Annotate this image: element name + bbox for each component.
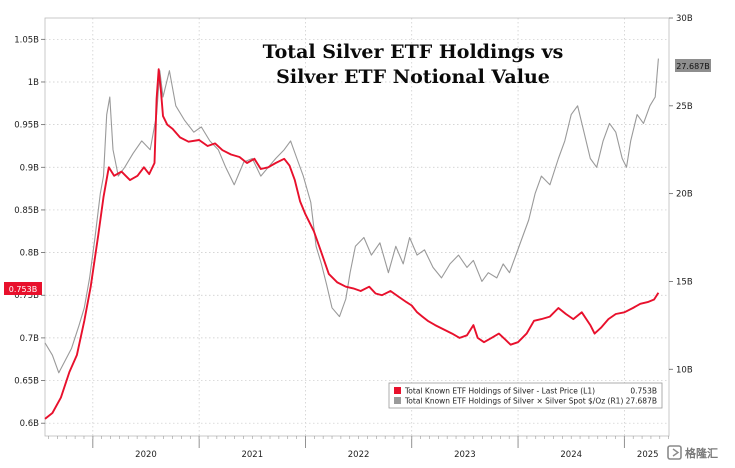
legend: Total Known ETF Holdings of Silver - Las… xyxy=(388,382,663,409)
legend-label-notional: Total Known ETF Holdings of Silver × Sil… xyxy=(404,397,623,406)
series-line-holdings xyxy=(44,68,660,420)
x-tick-label: 2021 xyxy=(241,450,263,460)
left-tick-label: 0.8B xyxy=(20,249,40,259)
x-tick-label: 2022 xyxy=(348,450,370,460)
plot-frame xyxy=(44,17,670,437)
last-value-left-tag xyxy=(4,282,42,295)
watermark-logo-icon xyxy=(667,445,682,460)
last-value-left: 0.753B xyxy=(4,282,42,295)
left-tick-label: 0.65B xyxy=(14,377,39,387)
x-tick-label: 2025 xyxy=(637,450,659,460)
left-tick-label: 1B xyxy=(28,78,39,88)
last-value-right-tag xyxy=(675,59,711,72)
x-tick-label: 2024 xyxy=(560,450,582,460)
left-tick-label: 0.95B xyxy=(14,121,39,131)
chart-title: Total Silver ETF Holdings vs Silver ETF … xyxy=(263,41,564,88)
legend-value-holdings: 0.753B xyxy=(630,387,657,396)
last-value-right: 27.687B xyxy=(675,59,711,72)
gridlines xyxy=(45,18,669,436)
x-tick-label: 2020 xyxy=(135,450,157,460)
right-tick-label: 25B xyxy=(676,102,693,112)
left-tick-label: 0.9B xyxy=(20,163,40,173)
legend-value-notional: 27.687B xyxy=(626,397,657,406)
right-axis: 10B 15B 20B 25B 30B xyxy=(669,14,693,375)
last-value-right-label: 27.687B xyxy=(676,62,709,71)
watermark-text: 格隆汇 xyxy=(685,446,718,460)
left-tick-label: 0.6B xyxy=(20,419,40,429)
x-axis: 2020 2021 2022 2023 2024 2025 xyxy=(48,436,669,460)
x-tick-label: 2023 xyxy=(454,450,476,460)
chart-title-line-1: Total Silver ETF Holdings vs xyxy=(263,41,564,63)
left-tick-label: 0.75B xyxy=(14,291,39,301)
left-tick-label: 0.7B xyxy=(20,334,40,344)
legend-swatch-notional xyxy=(394,397,401,404)
watermark: 格隆汇 xyxy=(667,445,718,460)
legend-swatch-holdings xyxy=(394,387,401,394)
right-tick-label: 30B xyxy=(676,14,693,24)
right-tick-label: 15B xyxy=(676,277,693,287)
watermark-logo-mark xyxy=(672,448,680,457)
right-tick-label: 10B xyxy=(676,365,693,375)
legend-box xyxy=(388,382,663,409)
left-axis: 0.6B 0.65B 0.7B 0.75B 0.8B 0.85B 0.9B 0.95B 1B 1.… xyxy=(14,35,45,429)
right-tick-label: 20B xyxy=(676,190,693,200)
series-lines xyxy=(44,58,660,420)
legend-label-holdings: Total Known ETF Holdings of Silver - Las… xyxy=(404,387,595,396)
left-tick-label: 1.05B xyxy=(14,35,39,45)
left-tick-label: 0.85B xyxy=(14,206,39,216)
series-line-notional xyxy=(44,58,659,374)
last-value-left-label: 0.753B xyxy=(9,285,37,294)
chart-title-line-2: Silver ETF Notional Value xyxy=(276,66,550,88)
